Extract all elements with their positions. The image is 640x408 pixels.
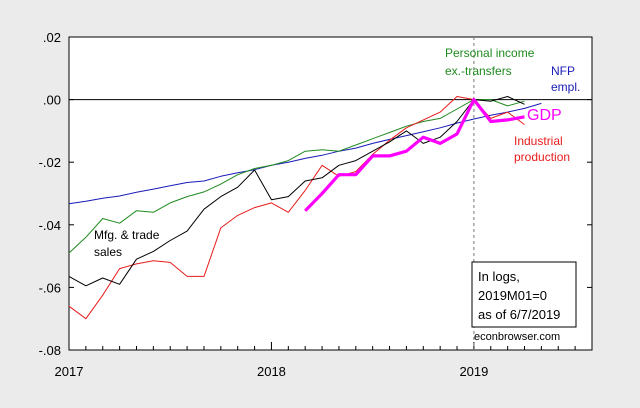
- note-line3: as of 6/7/2019: [478, 307, 560, 322]
- y-tick-label: -.08: [39, 343, 61, 358]
- series-layer: [68, 96, 542, 320]
- note-line1: In logs,: [478, 269, 520, 284]
- note-box: [471, 261, 577, 328]
- series-line-industrial-production: [68, 96, 525, 320]
- x-tick-label: 2019: [459, 364, 488, 379]
- label-personal-income-line2: ex.-transfers: [445, 64, 512, 78]
- label-nfp-line1: NFP: [551, 64, 575, 78]
- label-mfg-line2: sales: [94, 245, 122, 259]
- y-tick-label: -.06: [39, 280, 61, 295]
- y-tick-label: -.04: [39, 218, 61, 233]
- label-gdp: GDP: [527, 107, 562, 124]
- label-personal-income-line1: Personal income: [445, 46, 535, 60]
- series-line-mfg-trade-sales: [68, 96, 525, 287]
- x-tick-label: 2017: [55, 364, 84, 379]
- series-line-personal-income-ex-transfers: [68, 99, 525, 254]
- y-tick-label: -.02: [39, 155, 61, 170]
- credit-text: econbrowser.com: [474, 331, 560, 343]
- x-tick-label: 2018: [257, 364, 286, 379]
- label-ip-line1: Industrial: [514, 134, 563, 148]
- series-line-gdp: [304, 97, 525, 212]
- label-nfp-line2: empl.: [551, 80, 580, 94]
- note-line2: 2019M01=0: [478, 288, 547, 303]
- label-ip-line2: production: [514, 150, 570, 164]
- label-mfg-line1: Mfg. & trade: [94, 228, 160, 242]
- y-tick-label: .00: [43, 93, 61, 108]
- y-tick-label: .02: [43, 30, 61, 45]
